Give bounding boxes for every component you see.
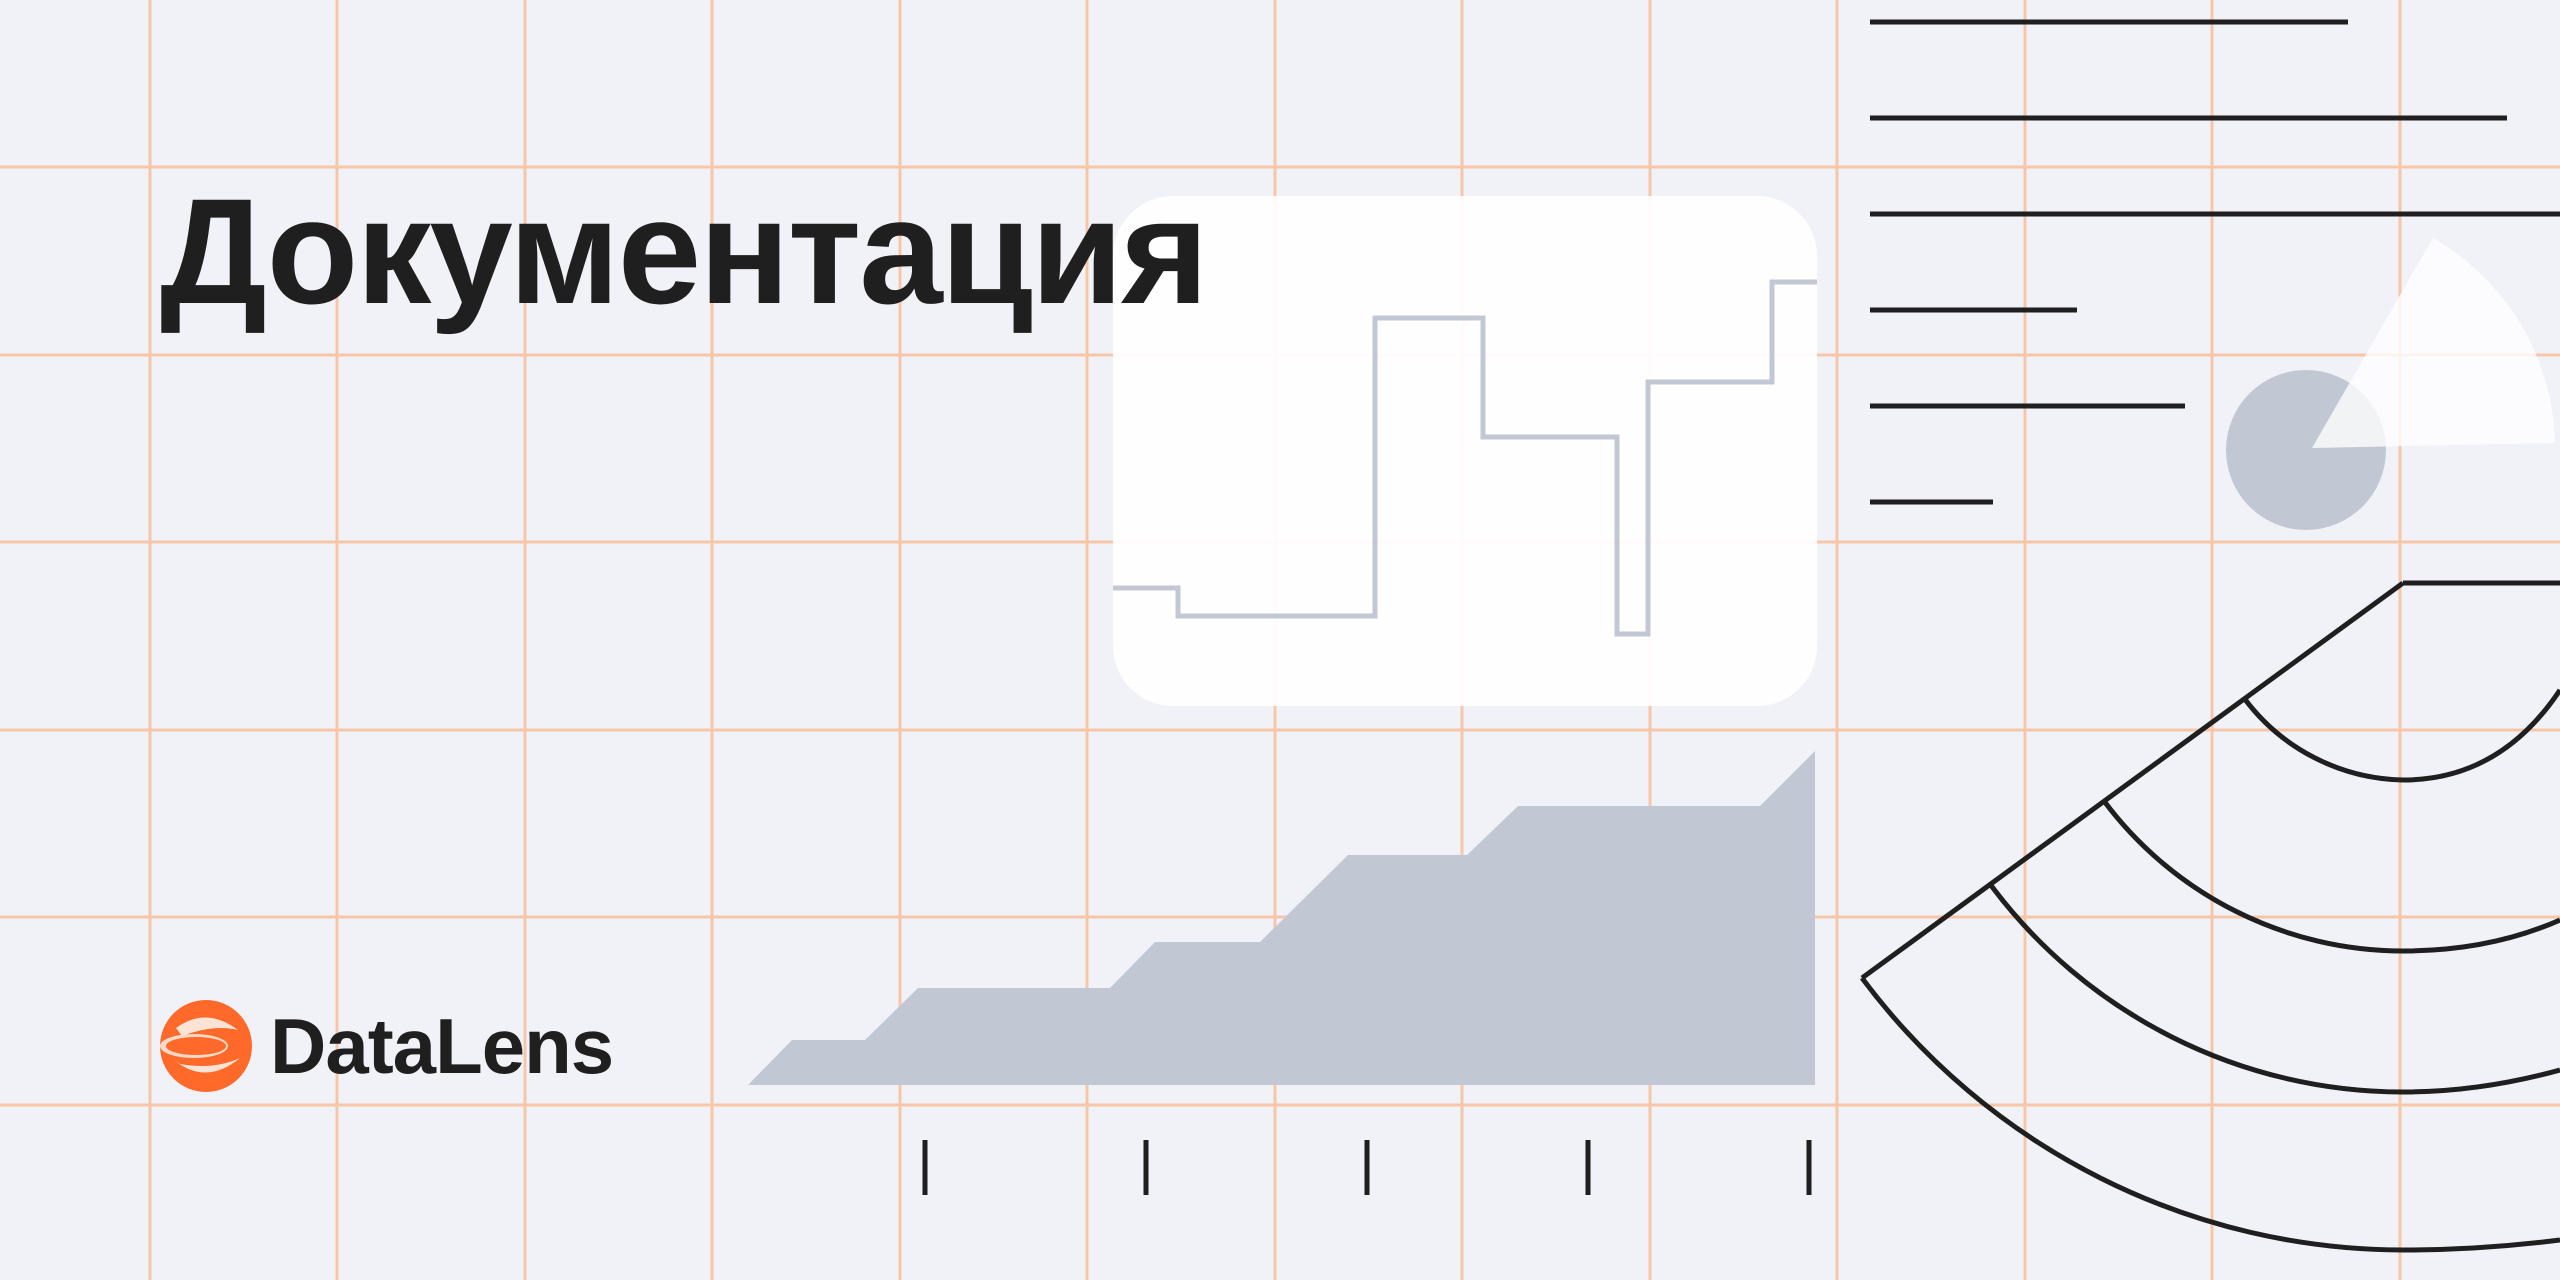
datalens-logo-icon xyxy=(160,1000,252,1092)
axis-ticks xyxy=(922,1140,1812,1195)
page-title: Документация xyxy=(160,167,1209,335)
step-line-card xyxy=(1113,196,1817,706)
stepped-area-shape xyxy=(748,751,1815,1085)
pie-wedge-shape xyxy=(2312,238,2555,448)
datalens-logo: DataLens xyxy=(158,998,614,1094)
brand-name: DataLens xyxy=(270,1002,614,1090)
text-lines-decoration xyxy=(1870,19,2560,505)
sector-arcs xyxy=(1859,580,2560,1253)
